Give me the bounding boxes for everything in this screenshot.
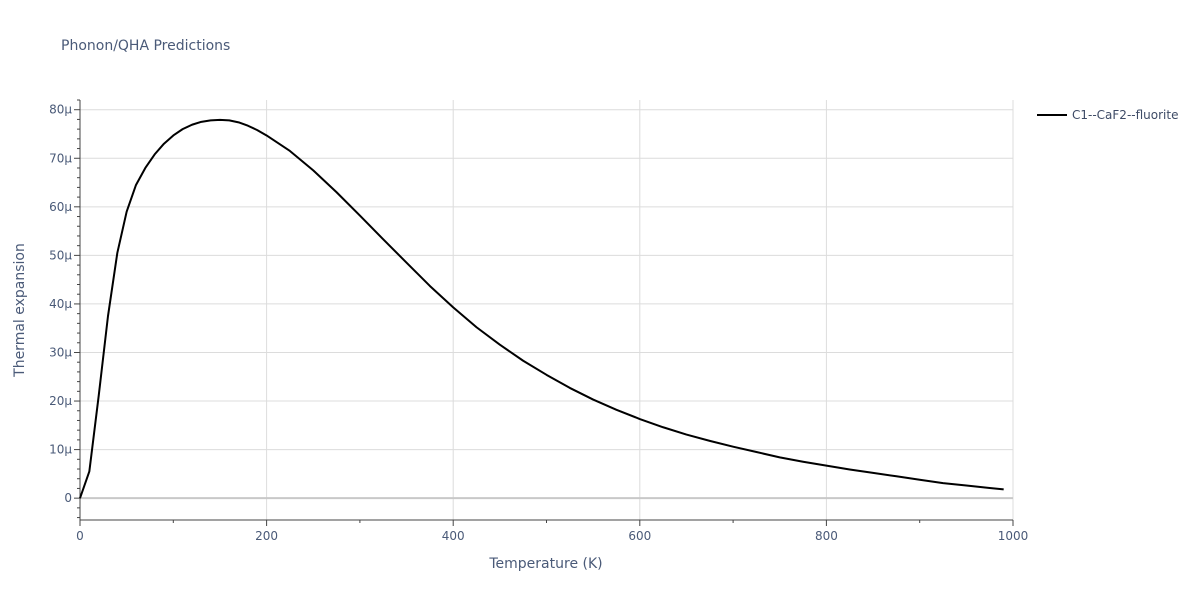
y-tick-label: 70μ [49, 151, 72, 165]
y-tick-label: 60μ [49, 200, 72, 214]
y-tick-label: 30μ [49, 345, 72, 359]
x-tick-label: 0 [76, 529, 84, 543]
y-tick-label: 80μ [49, 103, 72, 117]
y-tick-label: 0 [64, 491, 72, 505]
y-tick-label: 50μ [49, 248, 72, 262]
x-tick-label: 1000 [998, 529, 1029, 543]
axes: 0 200 400 600 800 1000 0 10μ 20μ 30μ 40μ 50μ 60μ 70μ 8… [49, 99, 1029, 543]
x-tick-label: 600 [628, 529, 651, 543]
series-layer [79, 118, 1004, 499]
chart-title: Phonon/QHA Predictions [61, 38, 230, 54]
x-tick-label: 200 [255, 529, 278, 543]
y-tick-label: 40μ [49, 297, 72, 311]
grid [80, 100, 1014, 520]
series-line [79, 118, 1004, 499]
x-tick-label: 400 [442, 529, 465, 543]
y-axis-title: Thermal expansion [12, 243, 28, 378]
legend-label[interactable]: C1--CaF2--fluorite [1072, 108, 1178, 122]
x-tick-label: 800 [815, 529, 838, 543]
y-tick-label: 20μ [49, 394, 72, 408]
legend[interactable]: C1--CaF2--fluorite [1037, 108, 1178, 122]
x-axis-title: Temperature (K) [488, 556, 602, 572]
y-tick-label: 10μ [49, 443, 72, 457]
